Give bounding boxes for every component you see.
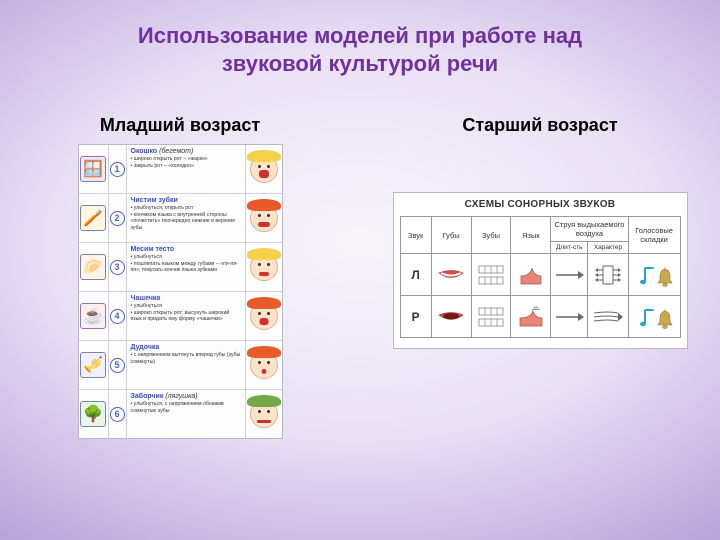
col-sound: Звук	[400, 217, 431, 254]
air-sides-icon	[595, 260, 621, 290]
left-row: ☕4Чашечка • улыбнуться• широко открыть р…	[79, 291, 282, 340]
air-stream-icon	[592, 308, 624, 326]
col-lips: Губы	[431, 217, 471, 254]
cell-r-lips	[431, 296, 471, 338]
face-icon	[246, 341, 282, 389]
cell-r-duration	[551, 296, 588, 338]
cell-r-tongue	[511, 296, 551, 338]
exercise-text: Месим тесто • улыбнуться• пошлепать язык…	[127, 243, 246, 291]
slide: Использование моделей при работе над зву…	[0, 0, 720, 540]
slide-title: Использование моделей при работе над зву…	[0, 0, 720, 77]
tongue-up-icon	[516, 262, 546, 288]
row-number: 2	[109, 194, 127, 242]
cell-r-teeth	[471, 296, 511, 338]
right-column: Старший возраст СХЕМЫ СОНОРНЫХ ЗВУКОВ Зв…	[360, 115, 720, 439]
col-air: Струя выдыхаемого воздуха	[551, 217, 628, 242]
left-card: 🪟1Окошко (бегемот)• широко открыть рот –…	[78, 144, 283, 439]
row-number: 4	[109, 292, 127, 340]
exercise-text: Дудочка • с напряжением вытянуть вперед …	[127, 341, 246, 389]
left-row: 🌳6Заборчик (лягушка)• улыбнуться, с напр…	[79, 389, 282, 438]
cell-l-teeth	[471, 254, 511, 296]
sonor-table: Звук Губы Зубы Язык Струя выдыхаемого во…	[400, 216, 681, 338]
row-number: 6	[109, 390, 127, 438]
exercise-icon: ☕	[79, 292, 109, 340]
exercise-icon: 🪥	[79, 194, 109, 242]
left-row: 🥟3Месим тесто • улыбнуться• пошлепать яз…	[79, 242, 282, 291]
left-column: Младший возраст 🪟1Окошко (бегемот)• широ…	[0, 115, 360, 439]
exercise-text: Заборчик (лягушка)• улыбнуться, с напряж…	[127, 390, 246, 438]
exercise-icon: 🪟	[79, 145, 109, 193]
face-icon	[246, 292, 282, 340]
left-heading: Младший возраст	[100, 115, 260, 136]
cell-l-tongue	[511, 254, 551, 296]
teeth-gap-icon	[476, 264, 506, 286]
voice-note-bell-icon	[634, 261, 674, 289]
exercise-icon: 🌳	[79, 390, 109, 438]
cell-r-char	[588, 296, 628, 338]
col-tongue: Язык	[511, 217, 551, 254]
right-card-title: СХЕМЫ СОНОРНЫХ ЗВУКОВ	[400, 199, 681, 210]
left-row: 🎺5Дудочка • с напряжением вытянуть впере…	[79, 340, 282, 389]
exercise-text: Чашечка • улыбнуться• широко открыть рот…	[127, 292, 246, 340]
columns: Младший возраст 🪟1Окошко (бегемот)• широ…	[0, 115, 720, 439]
right-heading: Старший возраст	[462, 115, 617, 136]
table-row-r: Р	[400, 296, 680, 338]
teeth-gap-icon	[476, 306, 506, 328]
arrow-long-icon	[554, 267, 584, 283]
exercise-text: Окошко (бегемот)• широко открыть рот – «…	[127, 145, 246, 193]
arrow-long-icon	[554, 309, 584, 325]
lips-open-icon	[436, 308, 466, 326]
table-row-l: Л	[400, 254, 680, 296]
title-line-2: звуковой культурой речи	[222, 51, 498, 76]
exercise-text: Чистим зубки • улыбнуться, открыть рот• …	[127, 194, 246, 242]
voice-note-bell-icon	[634, 303, 674, 331]
col-air-duration: Длит-сть	[551, 242, 588, 254]
exercise-icon: 🥟	[79, 243, 109, 291]
row-label-r: Р	[400, 296, 431, 338]
title-line-1: Использование моделей при работе над	[138, 23, 582, 48]
face-icon	[246, 194, 282, 242]
col-teeth: Зубы	[471, 217, 511, 254]
row-number: 1	[109, 145, 127, 193]
face-icon	[246, 390, 282, 438]
left-row: 🪟1Окошко (бегемот)• широко открыть рот –…	[79, 145, 282, 193]
tongue-vibrate-icon	[516, 304, 546, 330]
cell-l-voice	[628, 254, 680, 296]
lips-smile-icon	[436, 266, 466, 284]
col-air-char: Характер	[588, 242, 628, 254]
exercise-icon: 🎺	[79, 341, 109, 389]
cell-l-lips	[431, 254, 471, 296]
face-icon	[246, 145, 282, 193]
right-card: СХЕМЫ СОНОРНЫХ ЗВУКОВ Звук Губы Зубы Язы…	[393, 192, 688, 349]
row-number: 5	[109, 341, 127, 389]
cell-l-char	[588, 254, 628, 296]
row-label-l: Л	[400, 254, 431, 296]
col-voice: Голосовые складки	[628, 217, 680, 254]
face-icon	[246, 243, 282, 291]
left-row: 🪥2Чистим зубки • улыбнуться, открыть рот…	[79, 193, 282, 242]
row-number: 3	[109, 243, 127, 291]
cell-r-voice	[628, 296, 680, 338]
cell-l-duration	[551, 254, 588, 296]
